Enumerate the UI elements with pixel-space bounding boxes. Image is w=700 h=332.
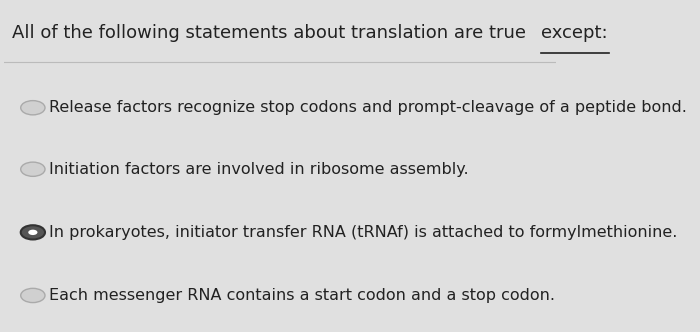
Text: All of the following statements about translation are true: All of the following statements about tr… (13, 24, 532, 42)
Text: Release factors recognize stop codons and prompt‐cleavage of a peptide bond.: Release factors recognize stop codons an… (50, 100, 687, 115)
Circle shape (21, 162, 45, 176)
Circle shape (28, 230, 38, 235)
Text: Each messenger RNA contains a start codon and a stop codon.: Each messenger RNA contains a start codo… (50, 288, 555, 303)
Text: except:: except: (541, 24, 608, 42)
Text: In prokaryotes, initiator transfer RNA (tRNAf) is attached to formylmethionine.: In prokaryotes, initiator transfer RNA (… (50, 225, 678, 240)
Circle shape (21, 289, 45, 302)
Circle shape (21, 101, 45, 115)
Text: Initiation factors are involved in ribosome assembly.: Initiation factors are involved in ribos… (50, 162, 469, 177)
Circle shape (21, 225, 45, 239)
